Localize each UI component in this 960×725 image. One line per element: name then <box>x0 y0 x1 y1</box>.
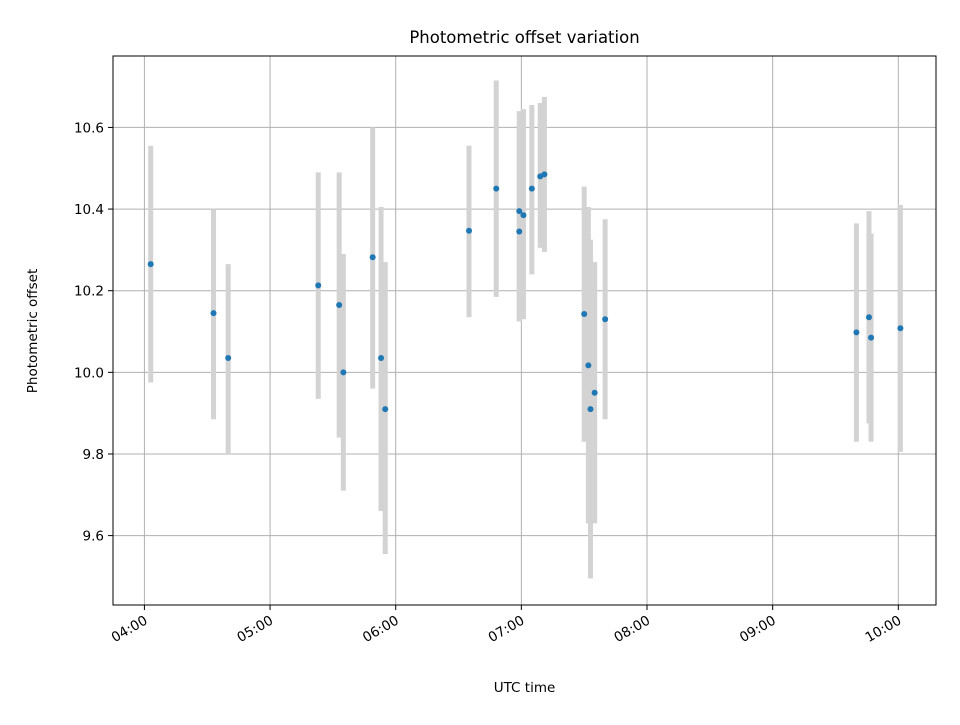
y-tick-label: 10.4 <box>74 202 104 218</box>
y-tick-label: 10.2 <box>74 284 104 300</box>
data-point <box>210 310 217 317</box>
data-point <box>591 389 598 396</box>
data-point <box>585 362 592 369</box>
data-point <box>581 310 588 317</box>
y-tick-label: 9.6 <box>83 529 104 545</box>
data-point <box>369 254 376 261</box>
chart-title: Photometric offset variation <box>409 28 639 47</box>
data-points <box>147 171 904 413</box>
data-point <box>315 282 322 289</box>
data-point <box>897 325 904 332</box>
data-point <box>147 261 154 268</box>
data-point <box>541 171 548 178</box>
data-point <box>516 228 523 235</box>
data-point <box>336 301 343 308</box>
data-point <box>865 314 872 321</box>
data-point <box>225 355 232 362</box>
y-tick-label: 9.8 <box>83 447 104 463</box>
data-point <box>382 406 389 413</box>
data-point <box>528 185 535 192</box>
x-axis-label: UTC time <box>494 680 556 696</box>
plot-frame <box>112 55 937 606</box>
y-tick-label: 10.0 <box>74 365 104 381</box>
data-point <box>520 212 527 219</box>
data-point <box>340 369 347 376</box>
y-tick-label: 10.6 <box>74 120 104 136</box>
data-point <box>868 334 875 341</box>
data-point <box>466 227 473 234</box>
data-point <box>493 185 500 192</box>
data-point <box>378 355 385 362</box>
data-point <box>602 316 609 323</box>
data-point <box>587 406 594 413</box>
y-axis-label: Photometric offset <box>25 269 41 393</box>
data-point <box>516 208 523 215</box>
data-point <box>853 329 860 336</box>
